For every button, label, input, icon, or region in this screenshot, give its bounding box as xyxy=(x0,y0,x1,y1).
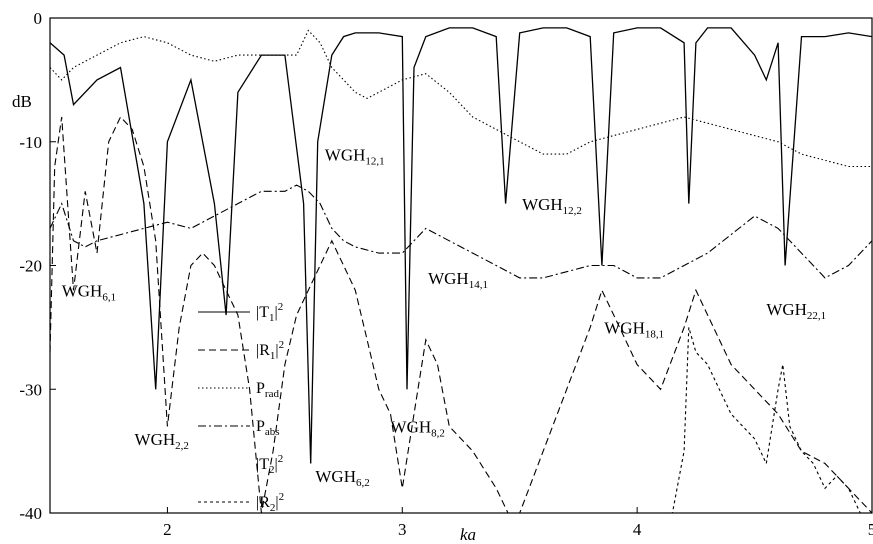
mode-annotation: WGH12,2 xyxy=(522,195,582,217)
series-layer xyxy=(49,27,873,514)
series-line-T1 xyxy=(49,27,873,464)
mode-annotation: WGH8,2 xyxy=(391,418,445,440)
annotations-layer: WGH6,1 WGH2,2 WGH6,2 WGH12,1 WGH8,2 WGH14,1 WG… xyxy=(62,145,826,489)
legend-label-Prad: Prad xyxy=(256,380,279,400)
y-tick-label: -40 xyxy=(19,504,42,523)
x-tick-label: 3 xyxy=(398,520,407,539)
legend-label-T2: |T2|2 xyxy=(256,453,283,476)
y-tick-label: -30 xyxy=(19,380,42,399)
legend-label-R1: |R1|2 xyxy=(256,339,284,362)
y-tick-label: 0 xyxy=(34,9,43,28)
series-line-Prad xyxy=(49,29,872,168)
mode-annotation: WGH18,1 xyxy=(604,319,664,341)
mode-annotation: WGH2,2 xyxy=(135,430,189,452)
mode-annotation: WGH22,1 xyxy=(766,300,826,322)
x-tick-label: 5 xyxy=(868,520,873,539)
legend-label-T1: |T1|2 xyxy=(256,301,283,324)
legend: |T1|2 |R1|2 Prad Pabs |T2|2 |R2|2 xyxy=(198,301,284,514)
series-line-Pabs xyxy=(49,184,873,279)
y-tick-label: -10 xyxy=(19,133,42,152)
mode-annotation: WGH14,1 xyxy=(428,269,488,291)
x-axis-label: ka xyxy=(460,525,476,544)
mode-annotation: WGH6,1 xyxy=(62,281,116,303)
series-line-R2 xyxy=(604,327,872,514)
mode-annotation: WGH12,1 xyxy=(325,145,385,167)
x-tick-label: 4 xyxy=(633,520,642,539)
axes-layer: 0 -10 -20 -30 -40 2 3 4 5 xyxy=(19,9,873,539)
legend-label-Pabs: Pabs xyxy=(256,418,280,438)
y-axis-label: dB xyxy=(12,92,32,111)
legend-label-R2: |R2|2 xyxy=(256,491,284,514)
mode-annotation: WGH6,2 xyxy=(315,467,369,489)
x-tick-label: 2 xyxy=(163,520,172,539)
series-line-R1 xyxy=(49,116,873,514)
y-tick-label: -20 xyxy=(19,257,42,276)
